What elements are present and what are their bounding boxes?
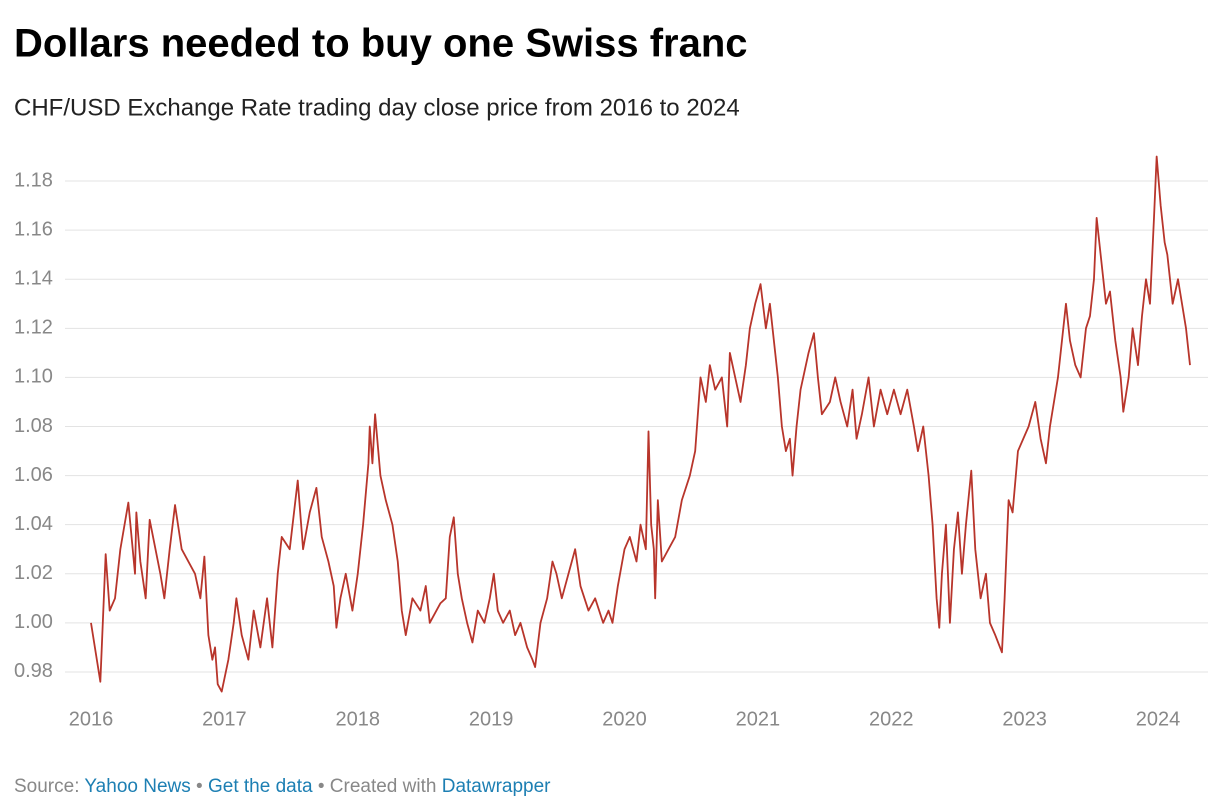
x-tick-label: 2020 <box>602 708 647 730</box>
credit-link[interactable]: Datawrapper <box>442 776 551 797</box>
y-tick-label: 1.18 <box>14 169 53 191</box>
y-tick-label: 1.14 <box>14 268 53 290</box>
x-tick-label: 2021 <box>736 708 781 730</box>
x-tick-label: 2019 <box>469 708 514 730</box>
chart-title: Dollars needed to buy one Swiss franc <box>14 22 748 66</box>
x-tick-label: 2022 <box>869 708 914 730</box>
created-with: Created with <box>330 776 437 797</box>
source-link[interactable]: Yahoo News <box>84 776 190 797</box>
y-tick-label: 1.16 <box>14 218 53 240</box>
y-tick-label: 1.08 <box>14 415 53 437</box>
y-tick-label: 1.04 <box>14 513 53 535</box>
separator: • <box>318 776 325 797</box>
y-tick-label: 1.00 <box>14 611 53 633</box>
footer: Source: Yahoo News • Get the data • Crea… <box>14 776 551 797</box>
x-tick-label: 2016 <box>69 708 114 730</box>
x-tick-label: 2018 <box>335 708 380 730</box>
x-tick-label: 2023 <box>1002 708 1047 730</box>
source-label: Source: <box>14 776 79 797</box>
separator: • <box>196 776 203 797</box>
y-tick-label: 1.10 <box>14 366 53 388</box>
chart-subtitle: CHF/USD Exchange Rate trading day close … <box>14 94 740 121</box>
x-tick-label: 2024 <box>1136 708 1181 730</box>
x-tick-label: 2017 <box>202 708 247 730</box>
data-line <box>90 155 1191 693</box>
y-tick-label: 1.06 <box>14 464 53 486</box>
y-tick-label: 1.02 <box>14 562 53 584</box>
get-data-link[interactable]: Get the data <box>208 776 313 797</box>
y-tick-label: 1.12 <box>14 317 53 339</box>
y-tick-label: 0.98 <box>14 660 53 682</box>
